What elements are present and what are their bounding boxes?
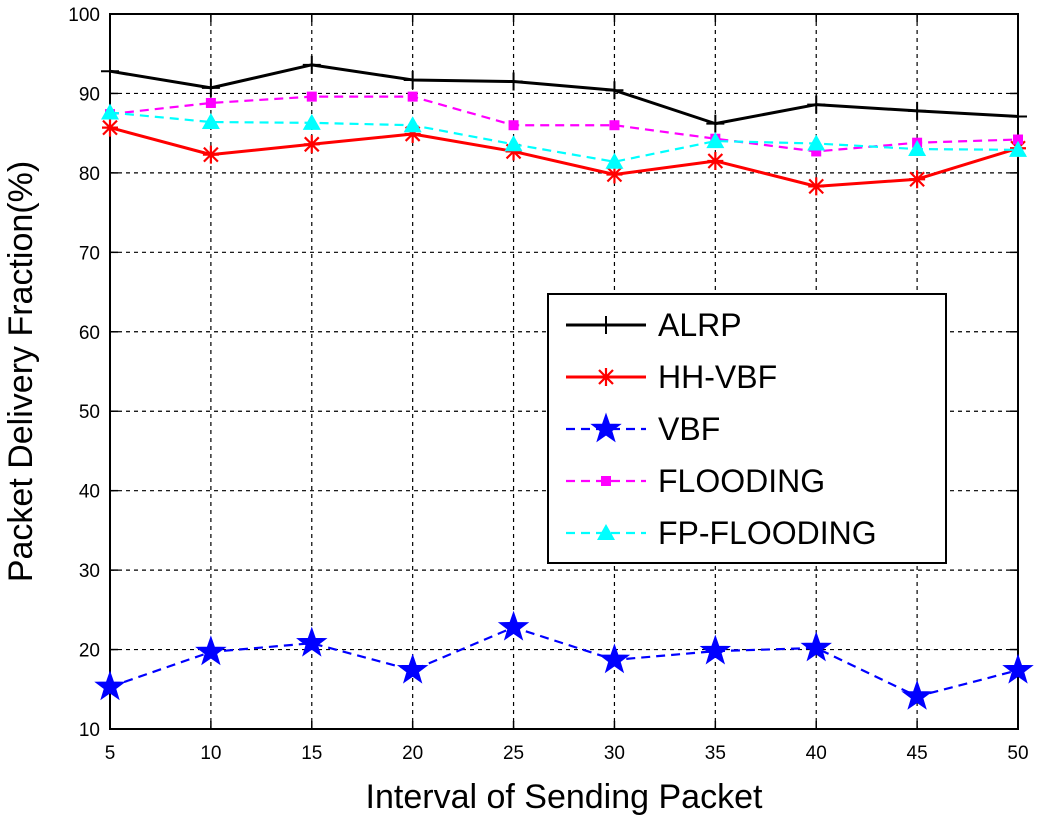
data-point — [202, 145, 219, 164]
series-line — [109, 126, 1019, 188]
data-point — [508, 120, 519, 131]
legend-marker — [598, 368, 614, 386]
y-tick-label: 20 — [79, 641, 100, 662]
x-tick-label: 20 — [402, 743, 423, 764]
data-point — [605, 81, 624, 100]
series-line — [109, 63, 1019, 126]
data-point — [1009, 140, 1027, 157]
legend-item: FLOODING — [566, 463, 825, 499]
data-point — [699, 634, 732, 665]
y-tick-label: 60 — [79, 323, 100, 344]
x-tick-label: 40 — [806, 743, 827, 764]
y-tick-label: 50 — [79, 402, 100, 423]
data-point — [101, 103, 119, 120]
x-tick-label: 35 — [705, 743, 726, 764]
x-tick-label: 15 — [301, 743, 322, 764]
x-tick-label: 50 — [1007, 743, 1028, 764]
legend-label: ALRP — [658, 307, 742, 343]
x-tick-label: 25 — [503, 743, 524, 764]
data-point — [1009, 107, 1027, 126]
y-axis-title: Packet Delivery Fraction(%) — [2, 161, 40, 582]
data-point — [201, 113, 220, 130]
data-point — [195, 635, 227, 666]
legend-item: FP-FLOODING — [566, 515, 877, 551]
data-point — [303, 135, 320, 154]
series-fp-flooding — [101, 103, 1027, 169]
data-point — [807, 95, 826, 114]
y-tick-label: 80 — [79, 164, 100, 185]
data-point — [302, 113, 321, 130]
legend-item: HH-VBF — [566, 359, 777, 395]
data-point — [605, 152, 624, 169]
data-point — [404, 124, 421, 143]
legend-marker — [597, 524, 615, 540]
data-point — [1002, 653, 1034, 684]
data-point — [707, 151, 724, 170]
data-point — [205, 97, 216, 108]
x-tick-label: 45 — [907, 743, 928, 764]
legend-item: VBF — [566, 411, 720, 447]
x-tick-label: 10 — [200, 743, 221, 764]
data-point — [504, 72, 523, 91]
y-tick-label: 30 — [79, 561, 100, 582]
y-tick-label: 70 — [79, 243, 100, 264]
legend-label: FP-FLOODING — [658, 515, 877, 551]
data-point — [706, 114, 725, 133]
series-line — [109, 626, 1019, 698]
series-line — [109, 95, 1019, 153]
legend-marker — [597, 316, 615, 334]
data-point — [909, 170, 926, 189]
x-tick-label: 5 — [105, 743, 116, 764]
series-group — [94, 55, 1034, 710]
data-point — [706, 132, 725, 149]
series-vbf — [94, 610, 1034, 710]
data-point — [403, 70, 422, 89]
data-point — [396, 653, 429, 684]
data-point — [606, 165, 623, 184]
legend-label: HH-VBF — [658, 359, 777, 395]
plot-frame — [109, 13, 1019, 730]
data-point — [306, 91, 317, 102]
legend-item: ALRP — [566, 307, 742, 343]
data-point — [609, 120, 620, 131]
data-point — [403, 116, 422, 133]
data-point — [201, 78, 220, 97]
x-tick-label: 30 — [604, 743, 625, 764]
data-point — [808, 177, 825, 196]
legend-marker — [590, 412, 622, 443]
legend-label: VBF — [658, 411, 720, 447]
legend: ALRP HH-VBF VBF FLOODING FP-FLOODING — [547, 293, 947, 564]
data-point — [811, 146, 822, 157]
x-axis-title: Interval of Sending Packet — [366, 778, 763, 816]
data-point — [598, 643, 631, 674]
legend-marker — [601, 476, 611, 486]
data-point — [505, 142, 522, 161]
y-tick-label: 40 — [79, 482, 100, 503]
data-point — [302, 55, 321, 74]
y-tick-label: 100 — [68, 5, 100, 26]
data-point — [1013, 134, 1023, 145]
data-point — [908, 140, 927, 157]
series-alrp — [101, 55, 1027, 133]
data-point — [101, 62, 119, 81]
data-point — [800, 631, 832, 662]
series-line — [109, 111, 1019, 163]
data-point — [908, 101, 927, 120]
y-tick-label: 90 — [79, 84, 100, 105]
series-hh-vbf — [102, 118, 1026, 196]
data-point — [94, 670, 126, 701]
grid-lines — [110, 14, 1018, 729]
data-point — [407, 91, 418, 102]
data-point — [504, 135, 523, 152]
data-point — [497, 610, 530, 641]
data-point — [901, 679, 933, 710]
legend-label: FLOODING — [658, 463, 825, 499]
data-point — [102, 118, 118, 137]
y-tick-label: 10 — [79, 720, 100, 741]
data-point — [296, 626, 328, 657]
data-point — [807, 134, 826, 151]
